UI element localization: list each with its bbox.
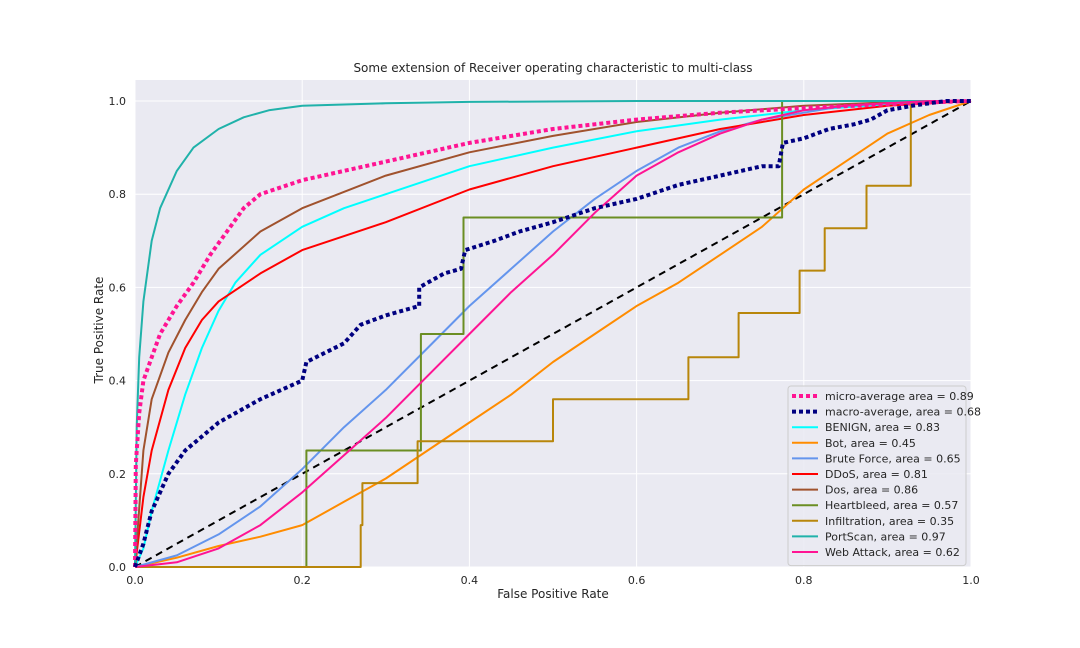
- grid-lines: [134, 80, 972, 568]
- legend-label: macro-average, area = 0.68: [825, 406, 981, 419]
- y-tick-label: 0.8: [109, 188, 127, 201]
- y-tick-label: 0.2: [109, 468, 127, 481]
- legend-label: Heartbleed, area = 0.57: [825, 499, 958, 512]
- legend-label: micro-average area = 0.89: [825, 390, 974, 403]
- legend-label: Web Attack, area = 0.62: [825, 546, 960, 559]
- legend-label: Brute Force, area = 0.65: [825, 452, 961, 465]
- series-lines: [133, 99, 972, 568]
- chart-title: Some extension of Receiver operating cha…: [353, 61, 752, 75]
- y-tick-label: 1.0: [109, 95, 127, 108]
- y-tick-label: 0.4: [109, 375, 127, 388]
- legend-label: BENIGN, area = 0.83: [825, 421, 940, 434]
- legend-label: Infiltration, area = 0.35: [825, 515, 954, 528]
- x-tick-label: 0.4: [461, 574, 479, 587]
- y-axis-title: True Positive Rate: [92, 277, 106, 385]
- x-tick-label: 0.0: [126, 574, 144, 587]
- legend-label: Bot, area = 0.45: [825, 437, 916, 450]
- series-line-3: [134, 100, 972, 568]
- series-line-1: [133, 99, 971, 568]
- x-tick-label: 0.8: [795, 574, 813, 587]
- legend-box: [787, 385, 967, 567]
- x-tick-label: 0.6: [628, 574, 646, 587]
- series-line-7: [135, 100, 971, 568]
- series-line-0: [133, 99, 972, 568]
- x-tick-labels: 0.0 0.2 0.4 0.6 0.8 1.0: [126, 574, 980, 587]
- legend-label: Dos, area = 0.86: [825, 484, 918, 497]
- x-axis-title: False Positive Rate: [497, 587, 609, 601]
- series-line-8: [135, 100, 971, 568]
- chance-diagonal-line: [134, 100, 972, 568]
- series-line-2: [134, 100, 972, 568]
- legend-label: DDoS, area = 0.81: [825, 468, 928, 481]
- legend-label: PortScan, area = 0.97: [825, 530, 946, 543]
- legend: micro-average area = 0.89 macro-average, …: [787, 385, 981, 567]
- series-line-9: [134, 100, 971, 568]
- x-tick-label: 0.2: [293, 574, 311, 587]
- y-tick-labels: 0.0 0.2 0.4 0.6 0.8 1.0: [109, 95, 127, 574]
- y-tick-label: 0.0: [109, 561, 127, 574]
- y-tick-label: 0.6: [109, 281, 127, 294]
- x-tick-label: 1.0: [962, 574, 980, 587]
